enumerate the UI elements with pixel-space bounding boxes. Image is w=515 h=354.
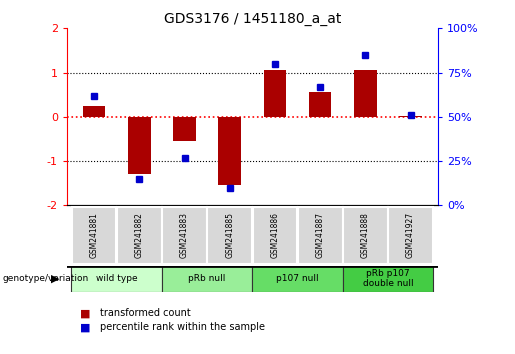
FancyBboxPatch shape: [162, 206, 207, 264]
FancyBboxPatch shape: [117, 206, 162, 264]
FancyBboxPatch shape: [343, 266, 433, 292]
Text: ■: ■: [80, 322, 90, 332]
FancyBboxPatch shape: [343, 206, 388, 264]
Bar: [83, 106, 106, 117]
FancyBboxPatch shape: [252, 206, 297, 264]
Bar: [173, 117, 196, 141]
Text: genotype/variation: genotype/variation: [2, 274, 88, 283]
Bar: [354, 70, 376, 117]
Bar: [264, 70, 286, 117]
FancyBboxPatch shape: [208, 206, 252, 264]
Text: GSM241885: GSM241885: [225, 212, 234, 258]
Text: GSM241886: GSM241886: [270, 212, 280, 258]
Bar: [399, 116, 422, 117]
Text: pRb p107
double null: pRb p107 double null: [363, 269, 414, 289]
Bar: [309, 92, 332, 117]
Text: GSM241887: GSM241887: [316, 212, 324, 258]
Text: GSM241882: GSM241882: [135, 212, 144, 258]
Text: p107 null: p107 null: [276, 274, 319, 283]
FancyBboxPatch shape: [388, 206, 433, 264]
Text: GDS3176 / 1451180_a_at: GDS3176 / 1451180_a_at: [164, 12, 341, 27]
Text: wild type: wild type: [96, 274, 138, 283]
FancyBboxPatch shape: [162, 266, 252, 292]
FancyBboxPatch shape: [72, 266, 162, 292]
Text: transformed count: transformed count: [100, 308, 191, 318]
Text: GSM241927: GSM241927: [406, 212, 415, 258]
Text: ▶: ▶: [50, 274, 59, 284]
FancyBboxPatch shape: [298, 206, 342, 264]
FancyBboxPatch shape: [252, 266, 343, 292]
Text: percentile rank within the sample: percentile rank within the sample: [100, 322, 265, 332]
Text: GSM241888: GSM241888: [361, 212, 370, 258]
Bar: [128, 117, 150, 175]
Text: pRb null: pRb null: [188, 274, 226, 283]
Text: GSM241881: GSM241881: [90, 212, 98, 258]
FancyBboxPatch shape: [72, 206, 116, 264]
Bar: [218, 117, 241, 185]
Text: ■: ■: [80, 308, 90, 318]
Text: GSM241883: GSM241883: [180, 212, 189, 258]
